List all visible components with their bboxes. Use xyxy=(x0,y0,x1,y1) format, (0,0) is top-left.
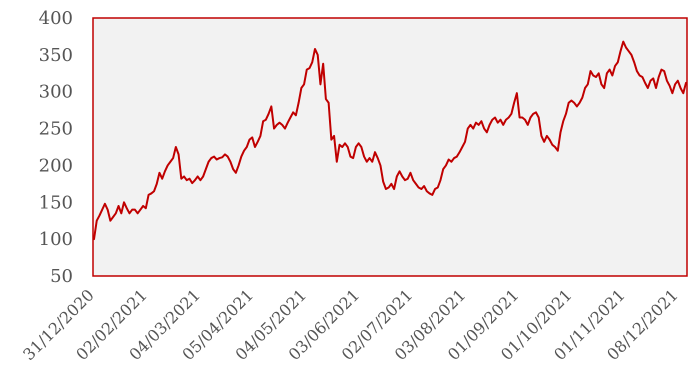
y-tick-label: 400 xyxy=(39,8,73,29)
series-line xyxy=(93,40,687,241)
y-tick-label: 300 xyxy=(39,82,73,103)
plot-area xyxy=(93,18,687,276)
y-tick-label: 250 xyxy=(39,119,73,140)
y-tick-label: 100 xyxy=(39,229,73,250)
y-tick-label: 150 xyxy=(39,192,73,213)
plot-frame xyxy=(92,17,688,277)
y-tick-label: 350 xyxy=(39,45,73,66)
y-tick-label: 200 xyxy=(39,155,73,176)
x-axis-ticks: 31/12/202002/02/202104/03/202105/04/2021… xyxy=(19,285,682,364)
series-layer xyxy=(93,40,687,241)
y-tick-label: 50 xyxy=(50,266,73,287)
y-axis-ticks: 50 100 150 200 250 300 350 400 xyxy=(39,8,73,287)
